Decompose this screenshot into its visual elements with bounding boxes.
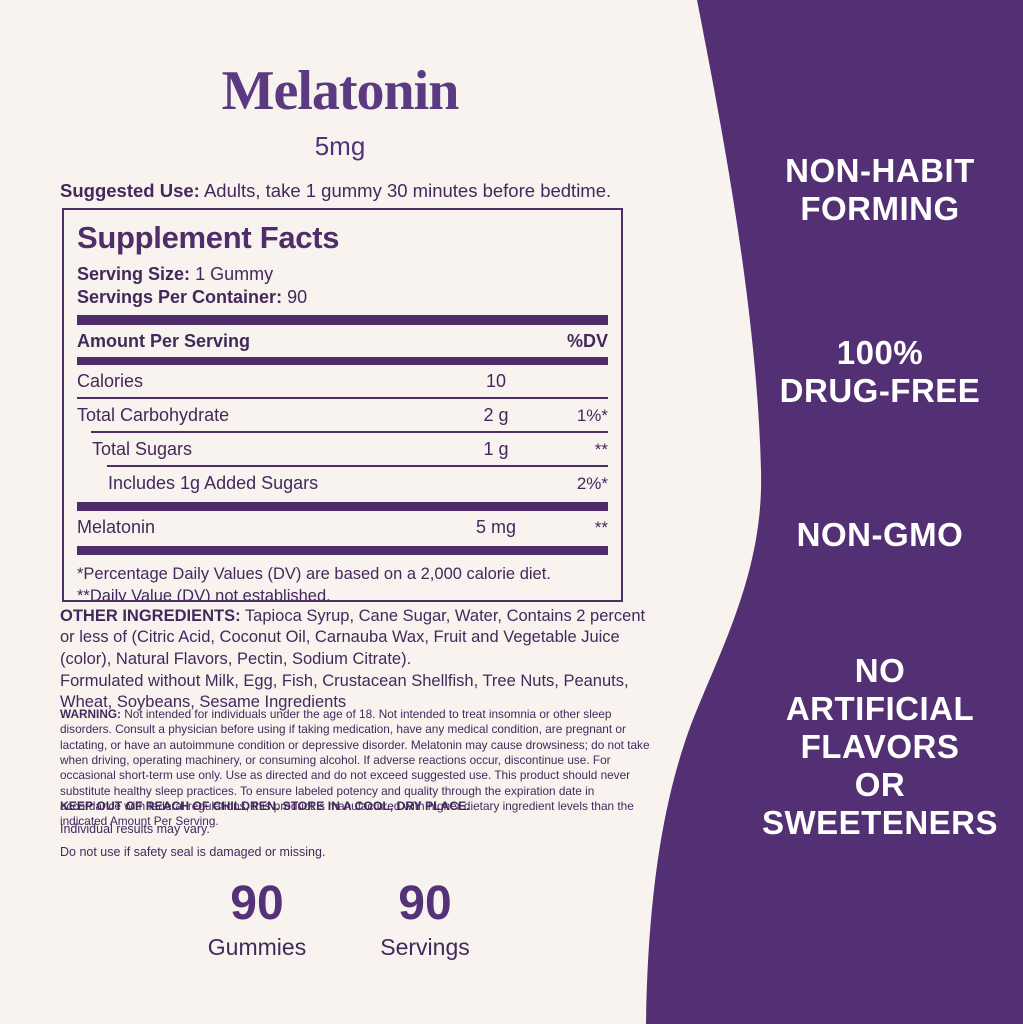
row-dv: 2%*	[576, 474, 608, 494]
row-amount: 5 mg	[475, 517, 517, 538]
row-name: Melatonin	[77, 517, 156, 538]
row-dv: **	[594, 440, 608, 460]
dosage-text: 5mg	[314, 131, 366, 161]
stat-servings: 90 Servings	[345, 880, 505, 961]
facts-divider-header	[77, 357, 608, 366]
facts-row-added-sugars: Includes 1g Added Sugars 2%*	[77, 467, 608, 499]
suggested-use: Suggested Use: Adults, take 1 gummy 30 m…	[60, 180, 660, 202]
serving-size-value: 1 Gummy	[195, 264, 274, 284]
facts-footnote-not-established: **Daily Value (DV) not established.	[77, 586, 331, 602]
safety-seal-text: Do not use if safety seal is damaged or …	[60, 845, 326, 859]
facts-row-melatonin: Melatonin 5 mg **	[77, 511, 608, 543]
stat-gummies-label: Gummies	[207, 934, 307, 960]
row-name: Calories	[77, 371, 144, 392]
servings-per-container-line: Servings Per Container: 90	[77, 286, 608, 309]
row-name: Total Sugars	[92, 439, 193, 460]
servings-per-container-label: Servings Per Container:	[77, 286, 283, 307]
facts-row-total-carbohydrate: Total Carbohydrate 2 g 1%*	[77, 399, 608, 431]
facts-row-total-sugars: Total Sugars 1 g **	[77, 433, 608, 465]
row-dv: **	[594, 518, 608, 538]
facts-divider-thick-top	[77, 315, 608, 326]
facts-divider-thick-mid	[77, 502, 608, 512]
stat-gummies-value: 90	[230, 877, 284, 930]
row-name: Includes 1g Added Sugars	[108, 473, 319, 494]
other-ingredients-label: OTHER INGREDIENTS:	[60, 607, 241, 625]
facts-header-amount: Amount Per Serving	[77, 331, 251, 352]
warning-paragraph: WARNING: Not intended for individuals un…	[60, 707, 656, 830]
stat-servings-label: Servings	[380, 934, 470, 960]
purple-blob-shape	[646, 0, 1023, 1024]
row-amount: 2 g	[483, 405, 509, 426]
facts-footnotes: *Percentage Daily Values (DV) are based …	[77, 564, 608, 602]
row-amount: 10	[485, 371, 507, 392]
facts-row-calories: Calories 10	[77, 365, 608, 397]
facts-header-dv: %DV	[566, 331, 608, 352]
serving-size-line: Serving Size: 1 Gummy	[77, 263, 608, 286]
claim-non-habit-forming: NON-HABIT FORMING	[785, 152, 975, 227]
suggested-use-label: Suggested Use:	[60, 180, 200, 201]
warning-text: Not intended for individuals under the a…	[60, 707, 650, 829]
other-ingredients: OTHER INGREDIENTS: Tapioca Syrup, Cane S…	[60, 606, 652, 670]
supplement-facts-panel: Supplement Facts Serving Size: 1 Gummy S…	[62, 208, 623, 602]
facts-rule	[107, 465, 608, 468]
claim-drug-free: 100% DRUG-FREE	[779, 334, 981, 409]
facts-divider-thick-bottom	[77, 546, 608, 556]
claim-non-gmo: NON-GMO	[796, 516, 964, 553]
serving-size-label: Serving Size:	[77, 264, 191, 284]
suggested-use-text: Adults, take 1 gummy 30 minutes before b…	[203, 180, 612, 201]
allergen-statement: Formulated without Milk, Egg, Fish, Crus…	[60, 672, 629, 712]
other-ingredients-text: Tapioca Syrup, Cane Sugar, Water, Contai…	[60, 607, 646, 668]
facts-title: Supplement Facts	[77, 220, 340, 255]
row-name: Total Carbohydrate	[77, 405, 230, 426]
facts-header-row: Amount Per Serving %DV	[77, 325, 608, 357]
servings-per-container-value: 90	[287, 286, 308, 307]
results-vary-text: Individual results may vary.	[60, 822, 210, 836]
row-amount: 1 g	[483, 439, 509, 460]
facts-rule	[77, 397, 608, 400]
stat-servings-value: 90	[398, 877, 452, 930]
claim-no-artificial: NO ARTIFICIAL FLAVORS OR SWEETENERS	[761, 652, 999, 841]
warning-label: WARNING:	[60, 707, 121, 721]
facts-footnote-dv: *Percentage Daily Values (DV) are based …	[77, 565, 551, 584]
facts-rule	[91, 431, 608, 434]
row-dv: 1%*	[576, 406, 608, 426]
stat-gummies: 90 Gummies	[177, 880, 337, 961]
product-title: Melatonin	[221, 60, 460, 122]
keep-out-of-reach-text: KEEP OUT OF REACH OF CHILDREN. STORE IN …	[60, 799, 470, 813]
